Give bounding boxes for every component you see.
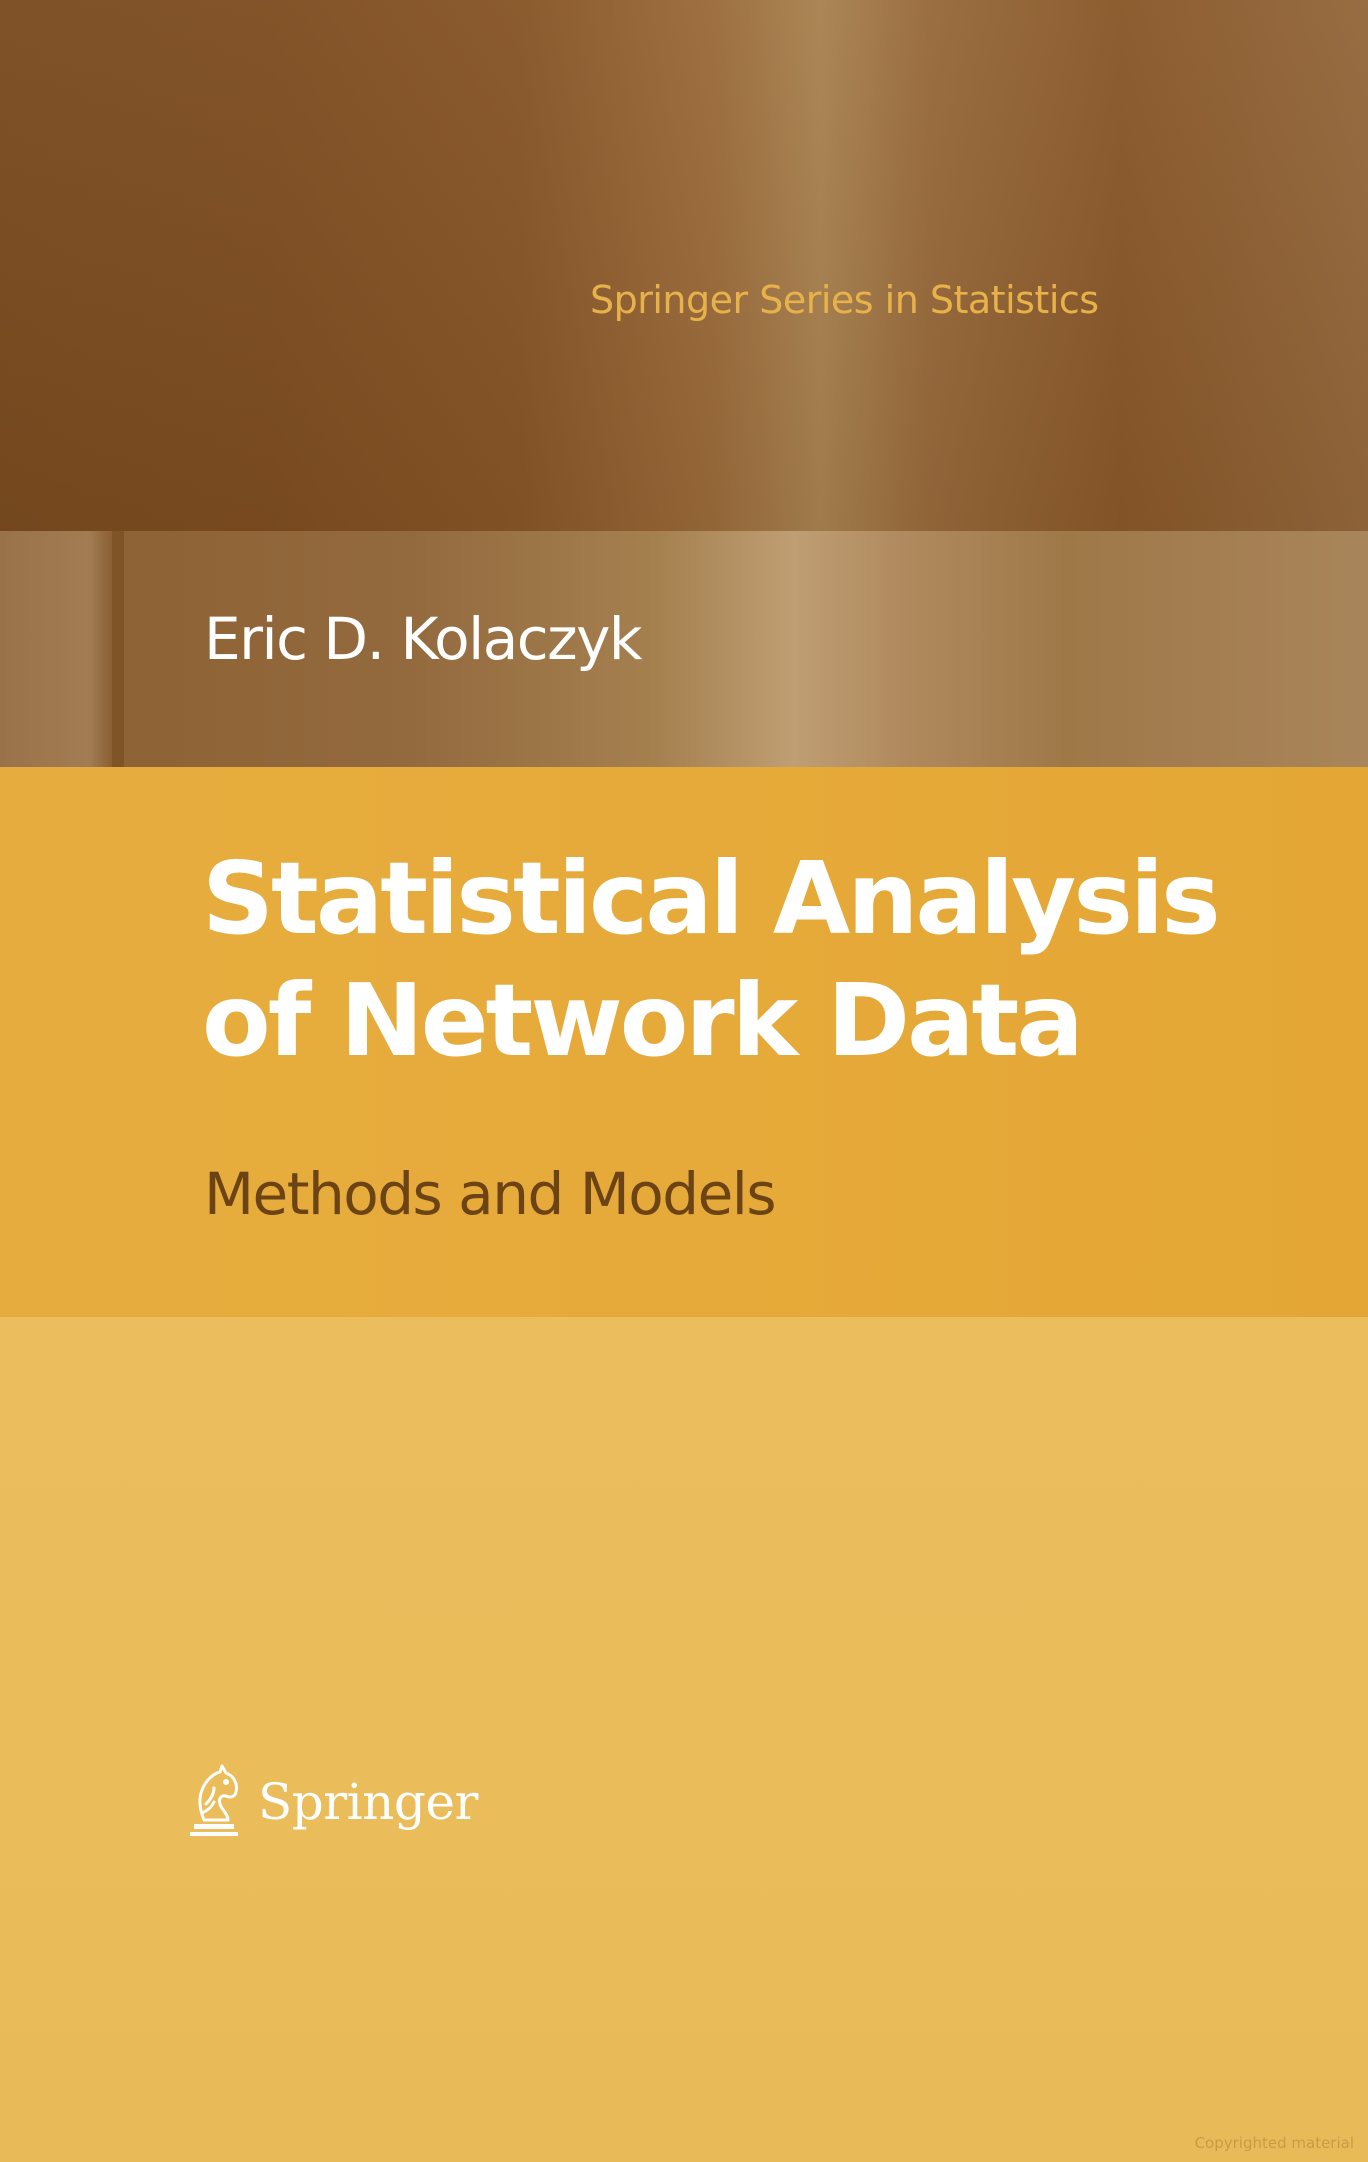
publisher-imprint: Springer [184,1762,478,1842]
series-title: Springer Series in Statistics [590,278,1099,322]
title-band [0,767,1368,1317]
top-band-shading [0,0,1368,531]
springer-horse-icon [190,1764,238,1836]
book-title: Statistical Analysis of Network Data [202,838,1302,1082]
author-band [0,531,1368,767]
copyright-watermark: Copyrighted material [1194,2134,1354,2152]
publisher-name: Springer [258,1773,478,1831]
book-title-line-1: Statistical Analysis [202,840,1221,957]
book-title-line-2: of Network Data [202,962,1084,1079]
book-subtitle: Methods and Models [204,1160,777,1228]
author-band-left-strip [0,531,112,767]
top-band [0,0,1368,531]
author-name: Eric D. Kolaczyk [204,605,643,673]
author-band-divider [112,531,124,767]
lower-band [0,1317,1368,2162]
